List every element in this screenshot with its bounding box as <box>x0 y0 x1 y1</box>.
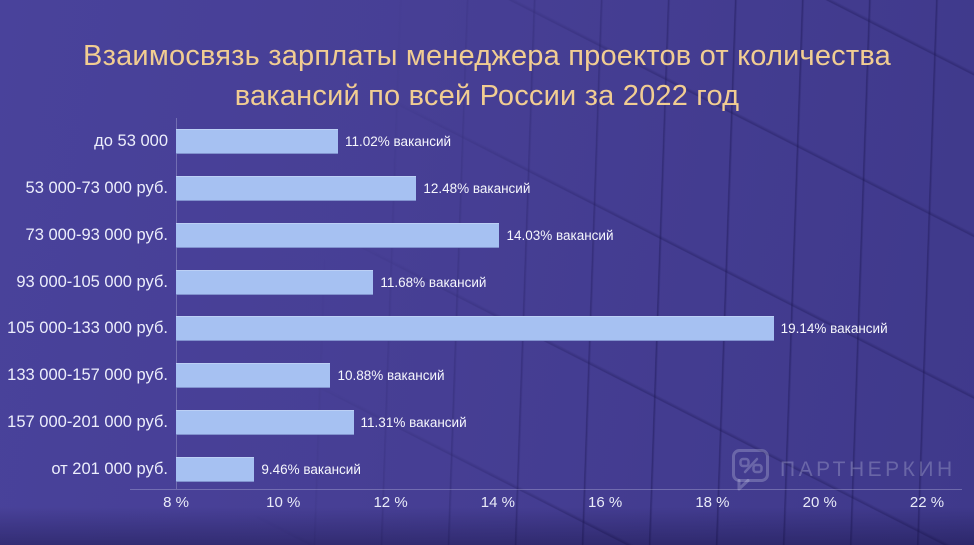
bar <box>176 363 331 389</box>
x-axis-tick-label: 20 % <box>802 494 837 511</box>
bar <box>176 457 255 483</box>
bar-area: 11.02% вакансий <box>176 128 927 154</box>
category-label: 105 000-133 000 руб. <box>7 319 168 338</box>
x-axis-tick-label: 16 % <box>588 494 623 511</box>
bar <box>176 316 774 342</box>
bar-value-label: 10.88% вакансий <box>337 368 445 384</box>
chart-row: 93 000-105 000 руб. 11.68% вакансий <box>0 259 974 306</box>
bar <box>176 222 500 248</box>
x-axis-tick-label: 18 % <box>695 494 730 511</box>
chart-row: от 201 000 руб. 9.46% вакансий <box>0 446 974 493</box>
bar-value-label: 14.03% вакансий <box>506 227 614 243</box>
bar <box>176 175 417 201</box>
category-label: 157 000-201 000 руб. <box>7 413 168 432</box>
chart-title-line1: Взаимосвязь зарплаты менеджера проектов … <box>83 40 891 72</box>
bar-value-label: 11.02% вакансий <box>345 133 452 149</box>
y-axis-line <box>176 118 177 489</box>
bar-value-label: 11.31% вакансий <box>360 415 467 431</box>
category-label: 133 000-157 000 руб. <box>7 366 168 385</box>
chart-title-line2: вакансий по всей России за 2022 год <box>234 80 740 112</box>
bar-value-label: 12.48% вакансий <box>423 180 531 196</box>
x-axis-line <box>130 489 962 490</box>
bar-area: 19.14% вакансий <box>176 316 927 342</box>
bar-area: 14.03% вакансий <box>176 222 927 248</box>
chart-title: Взаимосвязь зарплаты менеджера проектов … <box>0 36 974 116</box>
chart-row: до 53 000 11.02% вакансий <box>0 118 974 165</box>
chart-row: 133 000-157 000 руб. 10.88% вакансий <box>0 352 974 399</box>
category-label: 93 000-105 000 руб. <box>16 272 168 291</box>
speech-bubble-percent-icon <box>732 449 769 491</box>
bar <box>176 410 354 436</box>
x-axis-tick-label: 14 % <box>480 494 515 511</box>
x-axis-tick-label: 8 % <box>163 494 189 511</box>
watermark-text: ПАРТНЕРКИН <box>780 458 956 481</box>
chart-row: 53 000-73 000 руб. 12.48% вакансий <box>0 165 974 212</box>
x-axis-tick-label: 10 % <box>266 494 301 511</box>
category-label: 73 000-93 000 руб. <box>25 225 168 244</box>
chart-row: 105 000-133 000 руб. 19.14% вакансий <box>0 306 974 353</box>
bar-value-label: 19.14% вакансий <box>780 321 888 337</box>
bar-area: 11.31% вакансий <box>176 410 927 436</box>
bar-value-label: 11.68% вакансий <box>380 274 487 290</box>
x-axis-tick-label: 22 % <box>909 494 945 511</box>
bar-value-label: 9.46% вакансий <box>261 462 361 478</box>
chart-row: 157 000-201 000 руб. 11.31% вакансий <box>0 399 974 446</box>
bar-area: 11.68% вакансий <box>176 269 927 295</box>
category-label: от 201 000 руб. <box>51 460 168 479</box>
bar-area: 12.48% вакансий <box>176 175 927 201</box>
bar-area: 9.46% вакансий <box>176 457 927 483</box>
watermark: ПАРТНЕРКИН <box>731 448 956 492</box>
x-axis-tick-label: 12 % <box>373 494 408 511</box>
bar <box>176 128 338 154</box>
category-label: 53 000-73 000 руб. <box>25 178 168 197</box>
category-label: до 53 000 <box>94 131 168 150</box>
bar-area: 10.88% вакансий <box>176 363 927 389</box>
chart-rows: до 53 000 11.02% вакансий 53 000-73 000 ру… <box>0 118 974 493</box>
bar <box>176 269 374 295</box>
x-axis-ticks: 8 % 10 % 12 % 14 % 16 % 18 % 20 % 22 % <box>163 494 944 514</box>
chart-row: 73 000-93 000 руб. 14.03% вакансий <box>0 212 974 259</box>
